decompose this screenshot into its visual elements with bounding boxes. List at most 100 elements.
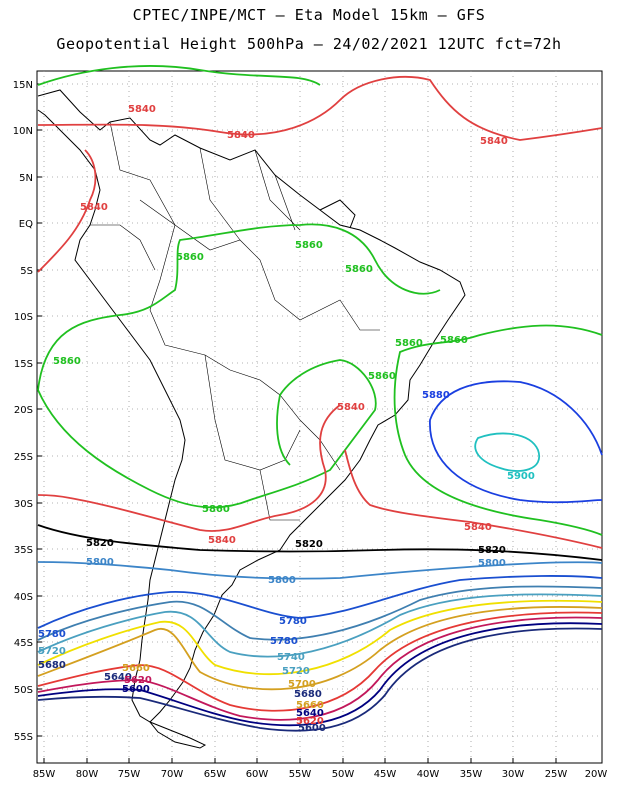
contour-5860-south [393, 324, 603, 536]
lon-label: 25W [545, 769, 568, 780]
lat-label: 30S [14, 499, 33, 510]
contour-labels: 5840 5840 5840 5840 5860 5860 5860 5860 … [38, 104, 535, 734]
lat-label: 55S [14, 732, 33, 743]
contour-label: 5820 [295, 539, 323, 550]
contour-label: 5840 [464, 522, 492, 533]
contour-label: 5660 [296, 700, 324, 711]
contour-label: 5800 [86, 557, 114, 568]
contour-5860-west [37, 223, 441, 391]
contour-5720 [37, 599, 603, 676]
lon-label: 70W [161, 769, 184, 780]
contour-label: 5780 [279, 616, 307, 627]
coastline [37, 89, 466, 749]
contour-label: 5720 [38, 646, 66, 657]
lon-label: 60W [246, 769, 269, 780]
contour-label: 5640 [296, 708, 324, 719]
contour-label: 5860 [345, 264, 373, 275]
contour-label: 5840 [80, 202, 108, 213]
contour-label: 5640 [104, 672, 132, 683]
grid-lines [37, 71, 602, 763]
map-subtitle: Geopotential Height 500hPa – 24/02/2021 … [56, 35, 562, 53]
contour-5840-inner [37, 404, 341, 532]
lat-label: EQ [19, 219, 33, 230]
contour-5680 [37, 611, 603, 712]
contour-5880 [429, 380, 603, 504]
contour-label: 5600 [298, 723, 326, 734]
contour-label: 5860 [295, 240, 323, 251]
contour-label: 5840 [480, 136, 508, 147]
lat-label: 35S [14, 545, 33, 556]
lon-label: 55W [289, 769, 312, 780]
contour-label: 5880 [422, 390, 450, 401]
contour-5860-inner [37, 359, 377, 509]
contour-5780 [37, 575, 603, 629]
contour-5900 [474, 432, 541, 472]
contour-label: 5840 [337, 402, 365, 413]
contour-label: 5860 [53, 356, 81, 367]
contour-5820 [37, 524, 603, 561]
contour-5840-north [37, 76, 603, 141]
contour-label: 5720 [282, 666, 310, 677]
contour-label: 5780 [270, 636, 298, 647]
contour-5640 [37, 622, 603, 727]
contour-lines [37, 65, 603, 732]
map-frame [36, 70, 603, 764]
lon-label: 85W [33, 769, 56, 780]
contour-label: 5860 [395, 338, 423, 349]
contour-label: 5820 [86, 538, 114, 549]
lat-label: 10N [13, 126, 33, 137]
contour-5840-west [37, 149, 97, 273]
contour-label: 5780 [38, 629, 66, 640]
lat-label: 15N [13, 80, 33, 91]
contour-label: 5900 [507, 471, 535, 482]
contour-5740 [37, 593, 603, 658]
lat-label: 20S [14, 405, 33, 416]
lon-label: 50W [332, 769, 355, 780]
contour-label: 5660 [122, 663, 150, 674]
contour-label: 5700 [288, 679, 316, 690]
contour-label: 5840 [227, 130, 255, 141]
lat-label: 5N [19, 173, 33, 184]
lat-label: 25S [14, 452, 33, 463]
contour-label: 5800 [268, 575, 296, 586]
lon-label: 75W [118, 769, 141, 780]
contour-label: 5680 [38, 660, 66, 671]
latitude-labels: 15N 10N 5N EQ 5S 10S 15S 20S 25S 30S 35S… [13, 80, 33, 743]
lat-label: 50S [14, 685, 33, 696]
lon-label: 40W [417, 769, 440, 780]
contour-label: 5620 [296, 716, 324, 727]
lon-label: 35W [460, 769, 483, 780]
lon-label: 45W [374, 769, 397, 780]
contour-label: 5840 [128, 104, 156, 115]
lon-label: 65W [204, 769, 227, 780]
contour-label: 5800 [478, 558, 506, 569]
contour-label: 5840 [208, 535, 236, 546]
lat-label: 10S [14, 312, 33, 323]
contour-5700 [37, 606, 603, 691]
contour-label: 5740 [277, 652, 305, 663]
lat-label: 45S [14, 638, 33, 649]
contour-5840-east [344, 449, 603, 549]
lon-label: 20W [585, 769, 608, 780]
contour-5860-north [37, 65, 321, 86]
contour-label: 5680 [294, 689, 322, 700]
map-title: CPTEC/INPE/MCT – Eta Model 15km – GFS [132, 6, 486, 24]
contour-label: 5860 [202, 504, 230, 515]
lon-label: 30W [502, 769, 525, 780]
longitude-labels: 85W 80W 75W 70W 65W 60W 55W 50W 45W 40W … [33, 769, 608, 780]
contour-label: 5820 [478, 545, 506, 556]
contour-label: 5620 [124, 675, 152, 686]
contour-5620 [37, 627, 603, 732]
lat-label: 40S [14, 592, 33, 603]
contour-label: 5860 [368, 371, 396, 382]
lat-label: 15S [14, 359, 33, 370]
contour-5760 [37, 585, 603, 641]
contour-5800 [37, 561, 603, 580]
contour-5660 [37, 616, 603, 721]
contour-label: 5860 [440, 335, 468, 346]
lat-label: 5S [20, 266, 33, 277]
contour-label: 5600 [122, 684, 150, 695]
lon-label: 80W [76, 769, 99, 780]
contour-label: 5860 [176, 252, 204, 263]
